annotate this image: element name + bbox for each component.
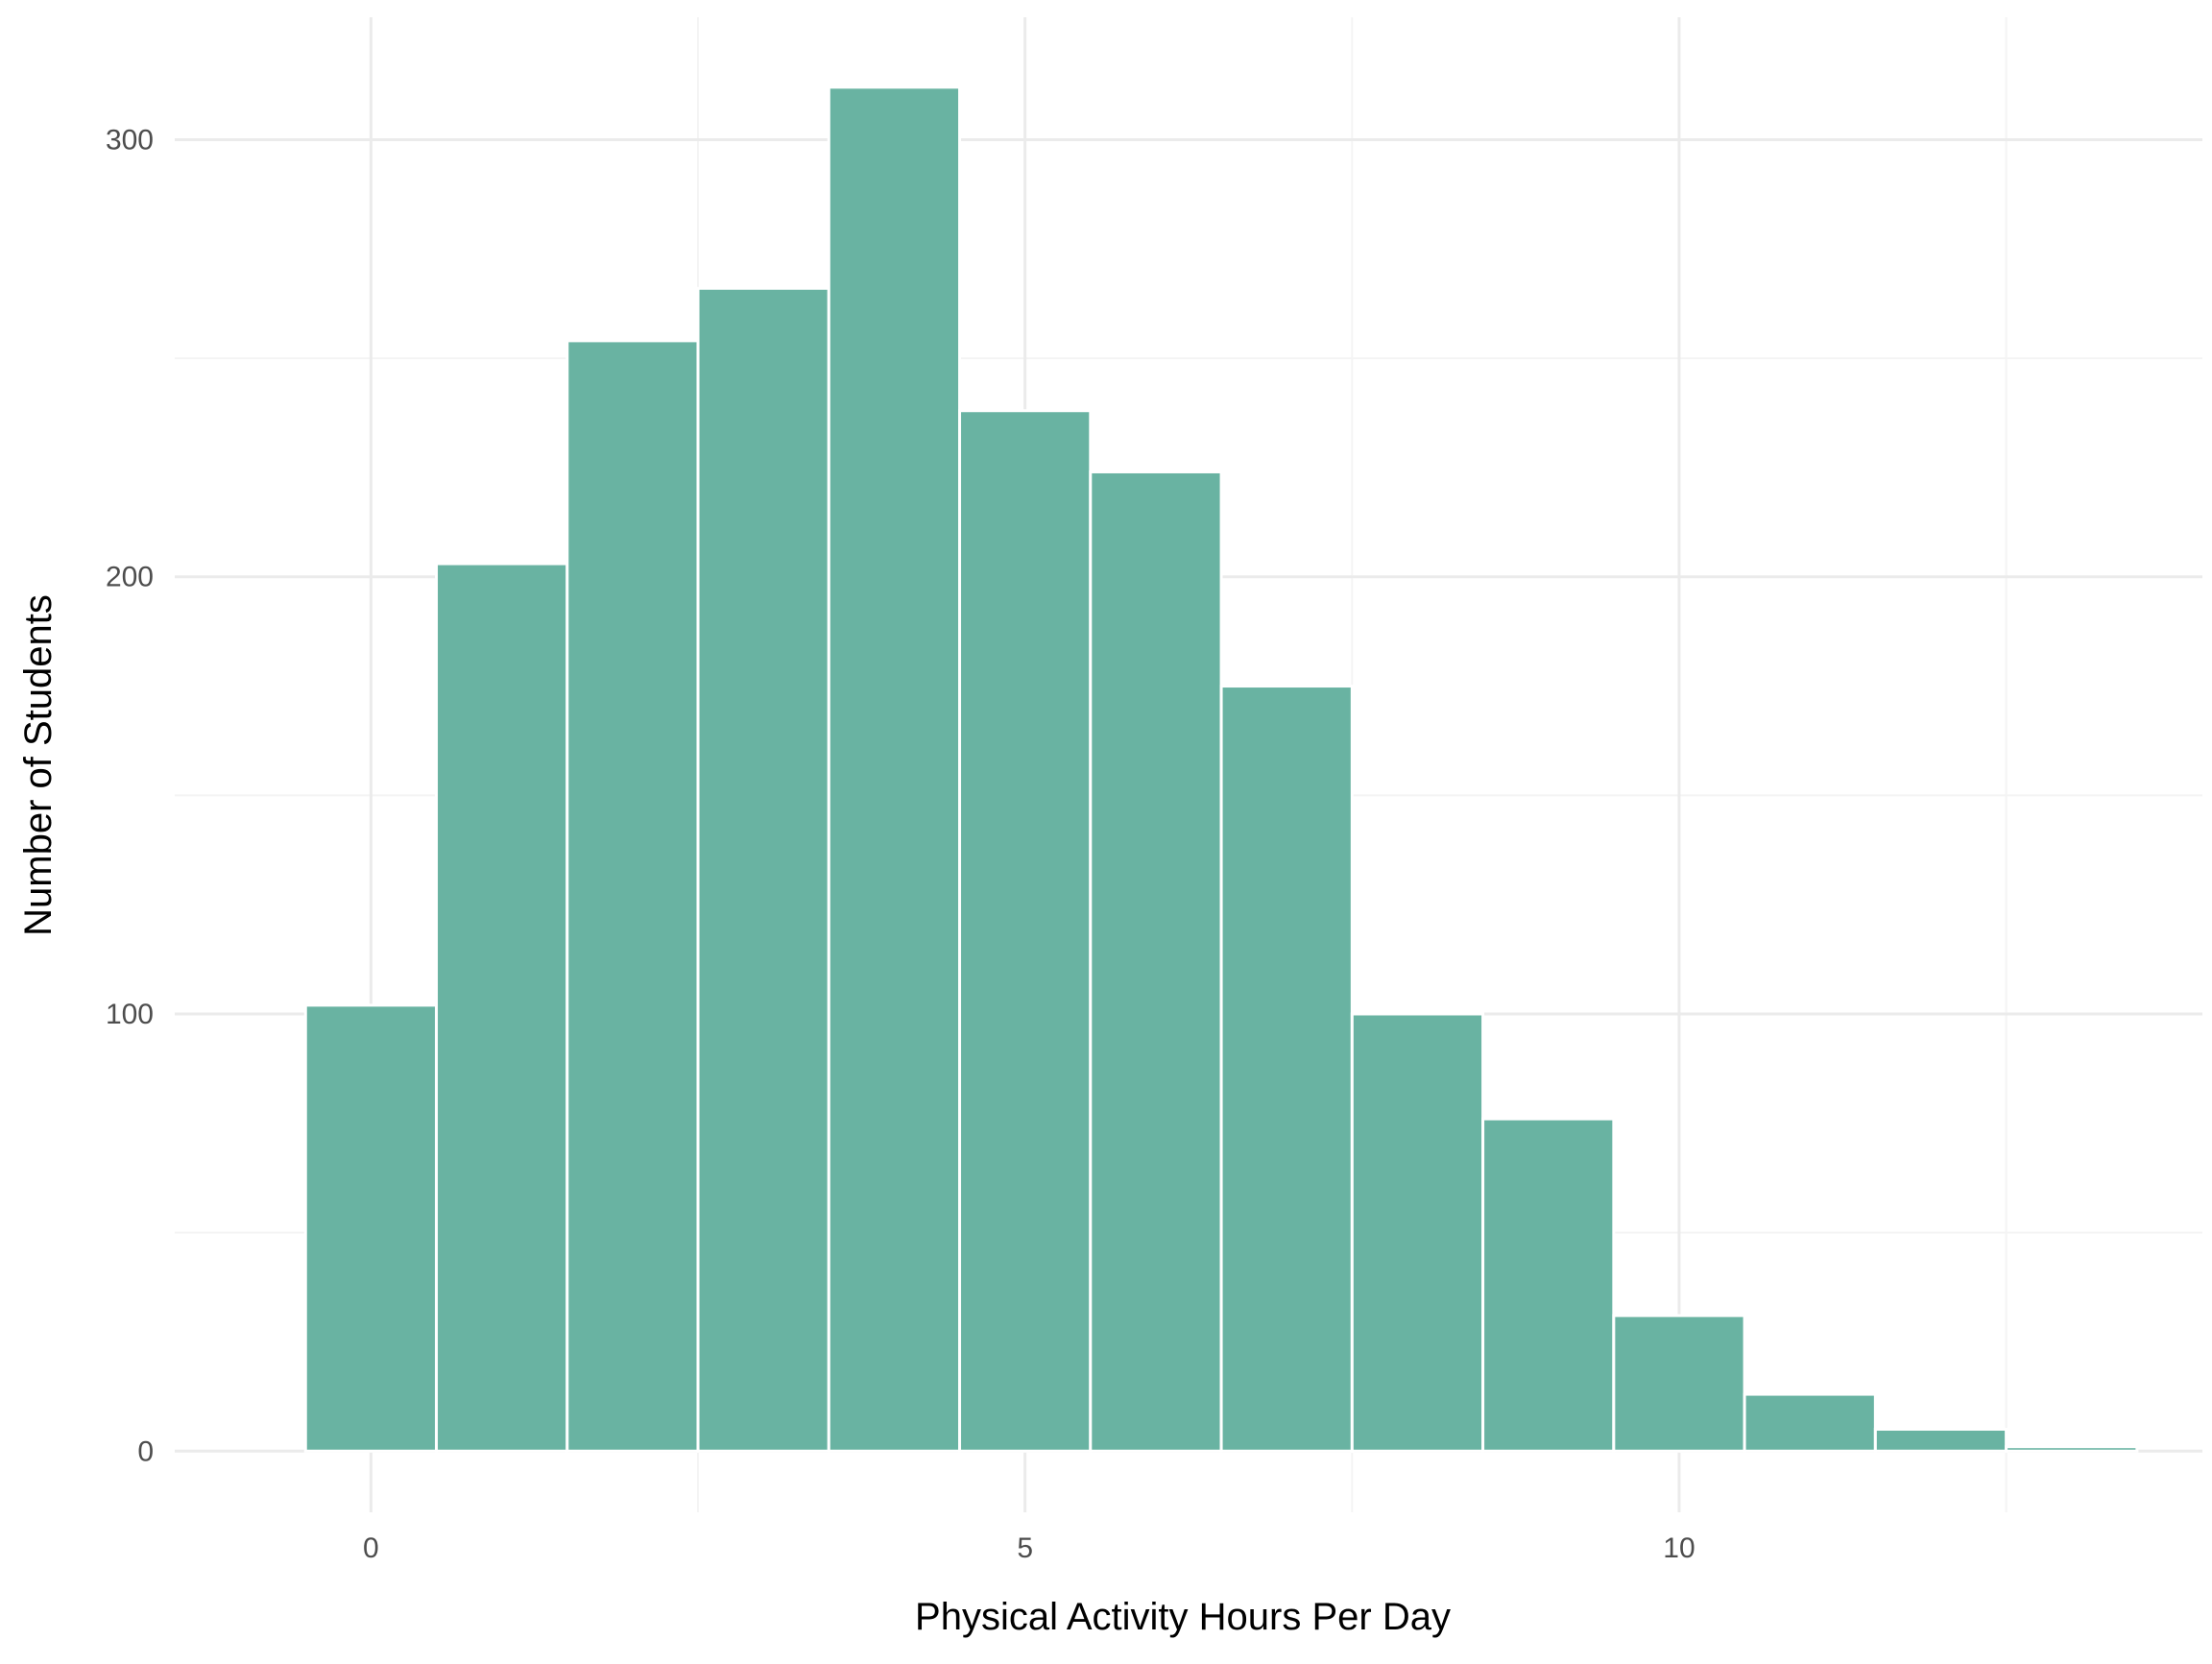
y-axis-tick-labels: 0 100 200 300 [106, 124, 154, 1467]
x-tick-label: 10 [1663, 1532, 1695, 1564]
x-tick-label: 5 [1017, 1532, 1033, 1564]
histogram-bar [1612, 1314, 1746, 1453]
x-axis-tick-labels: 0 5 10 [363, 1532, 1695, 1564]
histogram-bar [303, 1003, 439, 1453]
histogram-bar [1873, 1428, 2008, 1453]
histogram-bar [1219, 685, 1354, 1453]
histogram-bar [958, 409, 1093, 1453]
y-tick-label: 100 [106, 999, 154, 1030]
histogram-bar [696, 286, 830, 1453]
histogram-bars [303, 85, 2139, 1453]
x-axis-title: Physical Activity Hours Per Day [915, 1596, 1451, 1638]
histogram-bar [565, 339, 700, 1453]
histogram-bar [1350, 1012, 1485, 1453]
histogram-bar [2005, 1445, 2139, 1453]
histogram-bar [1481, 1117, 1616, 1453]
y-tick-label: 0 [137, 1435, 154, 1467]
histogram-bar [1089, 470, 1223, 1453]
histogram-bar [1743, 1392, 1877, 1453]
x-tick-label: 0 [363, 1532, 379, 1564]
histogram-bar [827, 85, 962, 1453]
histogram-bar [435, 562, 569, 1453]
y-axis-title: Number of Students [17, 594, 60, 936]
y-tick-label: 200 [106, 562, 154, 593]
y-tick-label: 300 [106, 124, 154, 156]
